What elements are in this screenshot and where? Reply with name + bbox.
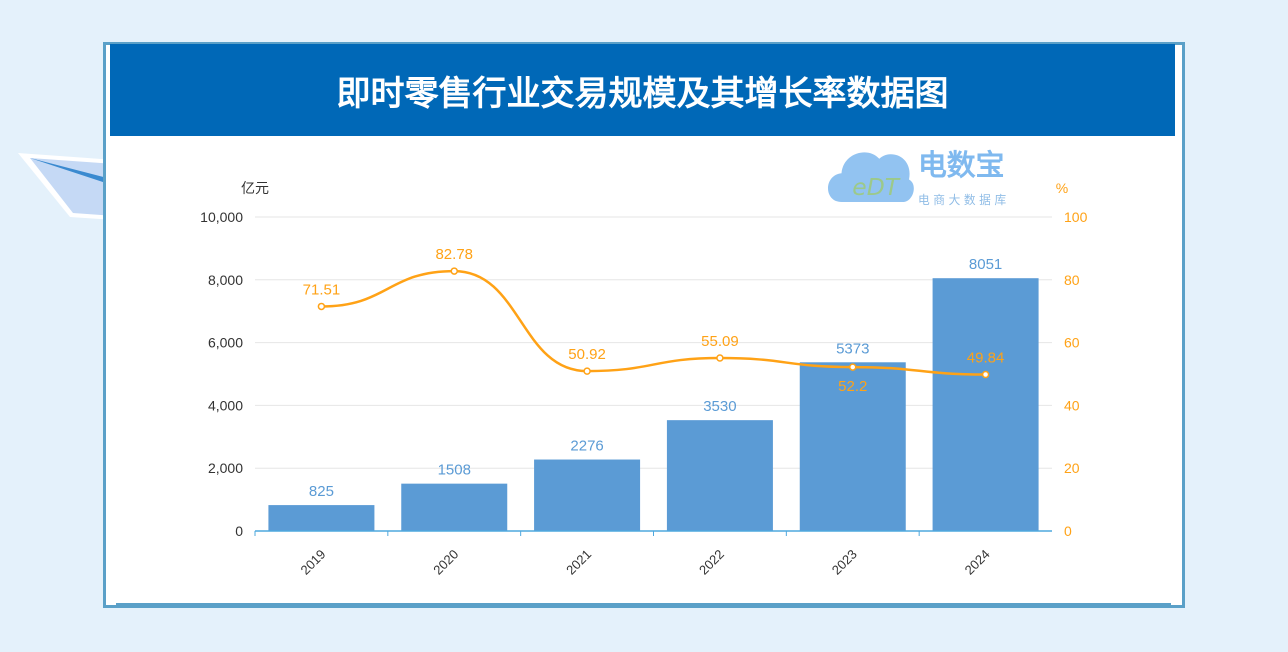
y-right-tick: 100 <box>1064 209 1088 225</box>
bar-label: 2276 <box>570 438 603 455</box>
chart-title: 即时零售行业交易规模及其增长率数据图 <box>110 44 1175 136</box>
line-label: 55.09 <box>701 333 739 350</box>
line-point <box>317 302 326 311</box>
y-left-tick: 0 <box>235 523 243 539</box>
line-label: 49.84 <box>967 350 1005 367</box>
y-left-tick: 10,000 <box>200 209 243 225</box>
y-left-label: 亿元 <box>241 180 269 196</box>
growth-line <box>321 269 986 376</box>
y-right-tick: 60 <box>1064 335 1080 351</box>
y-left-tick: 4,000 <box>208 397 243 413</box>
x-tick: 2019 <box>297 547 328 578</box>
line-point <box>849 363 857 371</box>
bar <box>666 420 773 531</box>
bar <box>534 459 641 531</box>
line-label: 50.92 <box>568 346 606 363</box>
watermark-sub: 电商大数据库 <box>918 193 1010 207</box>
line-label: 71.51 <box>303 281 341 298</box>
line-point <box>450 267 458 275</box>
bar-label: 8051 <box>969 256 1002 273</box>
x-tick: 2020 <box>430 547 461 578</box>
bar-label: 5373 <box>836 340 869 357</box>
x-tick: 2021 <box>563 547 594 578</box>
bar <box>799 362 906 531</box>
y-right-tick: 40 <box>1064 397 1080 413</box>
line-label: 82.78 <box>435 246 473 263</box>
y-right-tick: 80 <box>1064 272 1080 288</box>
bar-label: 3530 <box>703 398 736 415</box>
divider <box>116 603 1171 605</box>
x-tick: 2024 <box>962 547 993 578</box>
y-left-tick: 8,000 <box>208 272 243 288</box>
decorative-shape <box>18 153 115 220</box>
bar <box>268 505 375 531</box>
line-point <box>716 354 724 362</box>
x-tick: 2022 <box>696 547 727 578</box>
y-left-tick: 2,000 <box>208 460 243 476</box>
line-point <box>981 370 990 379</box>
watermark-logo: eDT 电数宝 电商大数据库 <box>828 148 1010 207</box>
y-left-tick: 6,000 <box>208 335 243 351</box>
bar <box>401 483 508 531</box>
bar-label: 1508 <box>438 462 471 479</box>
line-point <box>583 367 591 375</box>
y-right-tick: 20 <box>1064 460 1080 476</box>
y-right-tick: 0 <box>1064 523 1072 539</box>
bar-label: 825 <box>309 483 334 500</box>
x-tick: 2023 <box>829 547 860 578</box>
y-right-label: % <box>1056 180 1068 196</box>
line-label: 52.2 <box>838 378 867 395</box>
watermark-name: 电数宝 <box>918 148 1004 182</box>
bar <box>932 278 1039 531</box>
watermark-mark: eDT <box>852 173 900 201</box>
